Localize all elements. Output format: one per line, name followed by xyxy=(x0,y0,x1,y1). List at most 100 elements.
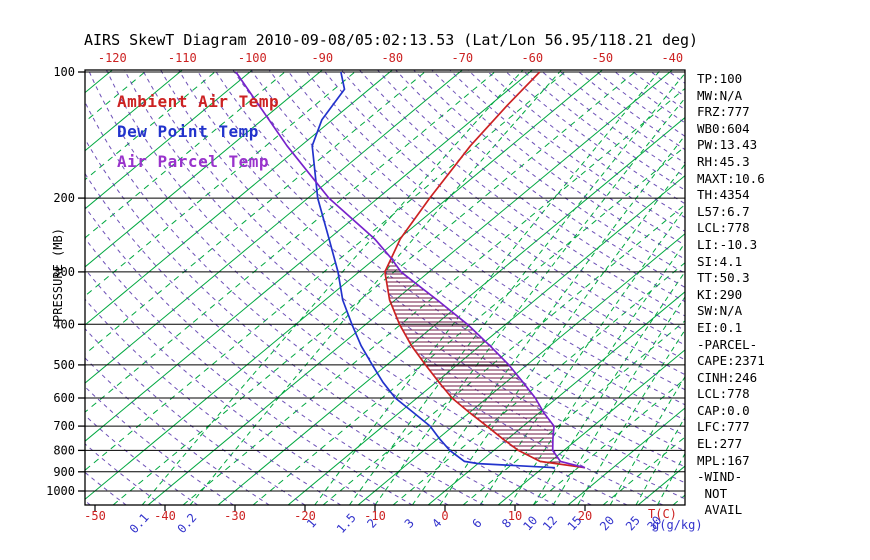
legend-air-parcel-temp: Air Parcel Temp xyxy=(117,152,269,171)
dry-adiabat-line xyxy=(214,70,685,437)
mixing-ratio-line xyxy=(348,72,685,505)
bottom-temp-tick-label: -50 xyxy=(84,509,106,523)
bottom-temp-tick-label: -40 xyxy=(154,509,176,523)
dry-adiabat-line xyxy=(539,70,685,178)
pressure-tick-label: 400 xyxy=(53,317,75,331)
pressure-tick-label: 700 xyxy=(53,419,75,433)
dry-adiabat-line xyxy=(105,70,628,505)
top-temp-tick-label: -80 xyxy=(381,51,403,65)
mixing-ratio-line xyxy=(532,270,685,505)
mixing-ratio-line xyxy=(577,329,685,505)
mixing-ratio-line xyxy=(552,296,685,505)
cape-hatched-area xyxy=(385,259,571,464)
dry-adiabat-line xyxy=(85,268,377,505)
dry-adiabat-line xyxy=(85,386,234,505)
stats-line: -PARCEL- xyxy=(697,336,758,352)
stats-panel: TP:100 MW:N/A FRZ:777 WB0:604 PW:13.43 RH:45.… xyxy=(697,71,765,519)
dry-adiabat-line xyxy=(85,101,556,505)
dry-adiabat-line xyxy=(268,70,685,391)
stats-line: EL:277 xyxy=(697,436,743,452)
legend: Ambient Air Temp Dew Point Temp Air Parc… xyxy=(117,92,279,171)
dry-adiabat-line xyxy=(85,205,449,505)
stats-line: TH:4354 xyxy=(697,187,750,203)
top-temp-tick-label: -90 xyxy=(311,51,333,65)
isotherm-line xyxy=(357,233,685,505)
bottom-temp-tick-label: 10 xyxy=(508,509,522,523)
dry-adiabat-line xyxy=(85,237,413,505)
mixing-ratio-tick-label: 6 xyxy=(470,516,485,531)
bottom-temp-tick-label: -30 xyxy=(224,509,246,523)
stats-line: PW:13.43 xyxy=(697,137,758,153)
isotherm-line xyxy=(85,70,393,326)
top-temp-tick-label: -70 xyxy=(451,51,473,65)
mixing-ratio-tick-label: 1.5 xyxy=(334,511,359,536)
isotherm-line xyxy=(112,70,638,505)
stats-line: CINH:246 xyxy=(697,369,758,385)
stats-line: WB0:604 xyxy=(697,120,750,136)
isotherm-line xyxy=(0,70,42,505)
grid-lines xyxy=(0,70,685,505)
stats-line: SI:4.1 xyxy=(697,253,743,269)
isotherm-line xyxy=(85,70,183,152)
mixing-ratio-line xyxy=(609,375,685,505)
temp-axis-label: T(C) xyxy=(648,507,677,521)
dry-adiabat-line xyxy=(87,70,592,505)
dry-adiabat-line xyxy=(160,70,685,484)
isotherm-line xyxy=(85,70,323,268)
isotherm-line xyxy=(567,407,685,505)
mixing-ratio-axis-label: g(g/kg) xyxy=(652,518,703,532)
stats-line: FRZ:777 xyxy=(697,104,750,120)
dry-adiabat-line xyxy=(85,172,485,505)
isotherm-line xyxy=(392,262,685,505)
dry-adiabat-line xyxy=(250,70,685,406)
bottom-temp-tick-label: 0 xyxy=(441,509,448,523)
mixing-ratio-line xyxy=(635,416,685,505)
stats-line: MW:N/A xyxy=(697,87,743,103)
mixing-ratio-tick-label: 20 xyxy=(597,513,617,533)
page-title: AIRS SkewT Diagram 2010-09-08/05:02:13.5… xyxy=(84,31,699,49)
mixing-ratio-line xyxy=(374,97,685,505)
dry-adiabat-line xyxy=(304,70,685,361)
dry-adiabat-line xyxy=(85,138,520,505)
pressure-tick-label: 1000 xyxy=(46,484,75,498)
dry-adiabat-line xyxy=(142,70,685,500)
pressure-tick-label: 100 xyxy=(53,65,75,79)
isotherm-line xyxy=(85,70,533,442)
isotherm-line xyxy=(497,349,685,505)
stats-line: TP:100 xyxy=(697,71,743,86)
dry-adiabat-line xyxy=(322,70,685,346)
mixing-ratio-line xyxy=(411,134,685,505)
mixing-ratio-line xyxy=(509,242,685,505)
mixing-ratio-line xyxy=(141,70,524,505)
dry-adiabat-line xyxy=(376,70,685,303)
isotherm-line xyxy=(182,87,685,505)
dry-adiabat-line xyxy=(232,70,685,421)
mixing-ratio-tick-label: 0.1 xyxy=(127,511,152,536)
stats-line: MPL:167 xyxy=(697,452,750,468)
mixing-ratio-tick-label: 12 xyxy=(540,513,560,533)
top-temp-tick-label: -60 xyxy=(521,51,543,65)
mixing-ratio-tick-label: 10 xyxy=(520,513,540,533)
mixing-ratio-tick-label: 25 xyxy=(623,513,643,533)
dry-adiabat-line xyxy=(557,70,685,164)
pressure-tick-label: 200 xyxy=(53,191,75,205)
dry-adiabat-line xyxy=(85,500,91,505)
bottom-temp-tick-label: -10 xyxy=(364,509,386,523)
stats-line: LCL:778 xyxy=(697,220,750,236)
pressure-axis-label: PRESSURE (MB) xyxy=(51,228,65,322)
isotherm-line xyxy=(287,174,685,505)
isotherm-line xyxy=(322,204,685,505)
stats-line: LFC:777 xyxy=(697,419,750,435)
dry-adiabat-line xyxy=(340,70,685,332)
isotherm-line xyxy=(0,70,77,505)
stats-line: TT:50.3 xyxy=(697,270,750,286)
stats-line: LI:-10.3 xyxy=(697,236,758,252)
pressure-tick-label: 800 xyxy=(53,443,75,457)
bottom-temp-tick-label: -20 xyxy=(294,509,316,523)
isotherm-line xyxy=(252,145,685,505)
isotherm-line xyxy=(427,291,685,505)
stats-line: NOT xyxy=(697,485,728,501)
pressure-tick-label: 500 xyxy=(53,358,75,372)
